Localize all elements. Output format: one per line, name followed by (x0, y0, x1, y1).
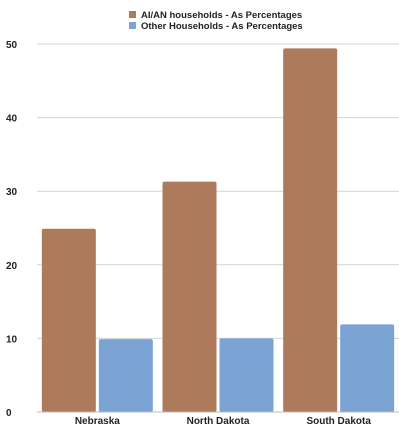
bar-north-dakota-series-1 (219, 338, 274, 412)
y-axis-ticks: 0 10 20 30 40 50 (6, 40, 18, 419)
bar-nebraska-series-0 (41, 228, 96, 412)
bars (41, 48, 395, 412)
x-tick-label-south-dakota: South Dakota (306, 416, 371, 427)
x-tick-label-nebraska: Nebraska (75, 416, 120, 427)
y-tick-label-50: 50 (6, 40, 18, 51)
x-axis-labels: Nebraska North Dakota South Dakota (75, 416, 372, 427)
bar-south-dakota-series-0 (283, 48, 338, 412)
gridlines (37, 43, 399, 339)
legend-swatch-ai-an (129, 11, 136, 18)
y-tick-label-30: 30 (6, 187, 18, 198)
legend: AI/AN households - As Percentages Other … (129, 10, 303, 32)
legend-label-other: Other Households - As Percentages (141, 21, 303, 32)
bar-north-dakota-series-0 (162, 181, 217, 412)
bar-south-dakota-series-1 (340, 324, 395, 412)
legend-swatch-other (129, 22, 136, 29)
x-tick-label-north-dakota: North Dakota (187, 416, 250, 427)
y-tick-label-40: 40 (6, 114, 18, 125)
y-tick-label-0: 0 (6, 408, 12, 419)
y-tick-label-20: 20 (6, 261, 18, 272)
y-tick-label-10: 10 (6, 334, 18, 345)
legend-label-ai-an: AI/AN households - As Percentages (141, 10, 302, 21)
bar-nebraska-series-1 (98, 339, 153, 412)
